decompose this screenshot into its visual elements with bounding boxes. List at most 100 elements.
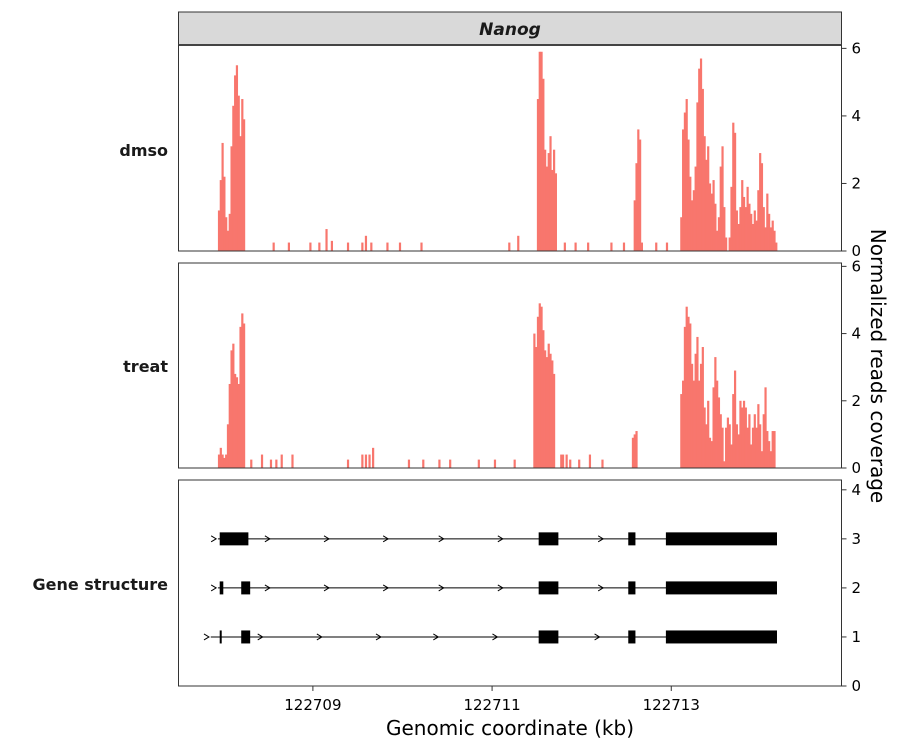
coverage-bar <box>364 235 368 251</box>
coverage-bar <box>717 397 721 468</box>
coverage-bar <box>753 210 756 251</box>
coverage-bar <box>708 437 712 468</box>
coverage-bar <box>710 193 713 251</box>
panel-dmso-y-tick-label: 2 <box>852 174 862 192</box>
coverage-bar <box>544 350 547 468</box>
coverage-bar <box>716 380 719 468</box>
coverage-bar <box>237 95 240 252</box>
coverage-bar <box>764 227 767 251</box>
panel-dmso-y-tick-label: 0 <box>852 242 862 260</box>
panel-treat-y-tick-label: 4 <box>852 325 862 343</box>
coverage-bar <box>703 407 706 468</box>
x-tick-label: 122713 <box>643 696 700 714</box>
coverage-bar <box>250 459 253 468</box>
strand-arrow <box>497 584 504 592</box>
coverage-bar <box>730 186 733 251</box>
coverage-bar <box>610 242 613 251</box>
coverage-bar <box>694 166 697 251</box>
coverage-bar <box>685 306 688 468</box>
coverage-bar <box>766 193 769 251</box>
coverage-bar <box>219 447 222 468</box>
coverage-bar <box>587 242 590 251</box>
coverage-bar <box>739 400 742 468</box>
coverage-bar <box>554 173 557 251</box>
panel-gene-structure-y-tick-label: 0 <box>852 677 862 695</box>
panel-treat-y-tick-label: 0 <box>852 459 862 477</box>
coverage-bar <box>232 343 235 468</box>
coverage-bar <box>561 454 565 468</box>
coverage-bar <box>545 357 549 468</box>
coverage-bar <box>689 323 692 468</box>
coverage-bar <box>746 427 749 468</box>
coverage-bar <box>694 353 697 468</box>
panel-dmso-y-tick-label: 4 <box>852 107 862 125</box>
exon-block <box>219 532 249 546</box>
coverage-bar <box>755 427 758 468</box>
panel-gene-structure-y-tick-label: 1 <box>852 628 862 646</box>
coverage-bar <box>712 387 715 468</box>
panel-dmso: 0 2 4 6 <box>178 39 862 260</box>
coverage-bar <box>275 459 278 468</box>
coverage-bar <box>633 200 636 251</box>
coverage-bar <box>655 242 658 251</box>
coverage-bar <box>741 407 744 468</box>
coverage-bar <box>690 200 694 251</box>
coverage-bar <box>553 149 556 251</box>
coverage-bar <box>682 380 685 468</box>
coverage-bar <box>692 380 695 468</box>
panel-treat: 0 2 4 6 <box>178 257 862 477</box>
coverage-bar <box>764 387 767 468</box>
coverage-bar <box>235 377 239 468</box>
coverage-bar <box>398 242 402 251</box>
strand-arrow <box>375 633 382 641</box>
strand-arrow <box>497 535 504 543</box>
coverage-bar <box>717 217 721 251</box>
coverage-bar <box>549 136 552 251</box>
coverage-bar <box>219 180 222 251</box>
facet-strip <box>178 11 842 46</box>
exon-block <box>628 581 636 595</box>
coverage-bar <box>438 459 441 468</box>
strand-arrow <box>597 535 605 543</box>
coverage-bar <box>547 153 550 251</box>
coverage-bar <box>309 242 312 251</box>
coverage-bar <box>753 414 756 468</box>
coverage-bar <box>635 431 638 468</box>
exon-block <box>241 581 251 595</box>
coverage-bar <box>760 163 764 251</box>
coverage-bar <box>705 424 708 468</box>
coverage-bar <box>225 454 228 468</box>
coverage-bar <box>372 447 375 468</box>
coverage-bar <box>553 373 556 468</box>
coverage-bar <box>234 75 237 252</box>
coverage-bar <box>710 441 713 468</box>
strand-arrow <box>210 584 218 592</box>
coverage-bar <box>513 459 516 468</box>
x-tick-label: 122711 <box>463 696 520 714</box>
strand-arrow <box>438 535 445 543</box>
panel-treat-y-tick-label: 2 <box>852 392 862 410</box>
strand-arrow <box>264 584 271 592</box>
coverage-bar <box>748 203 751 251</box>
coverage-bar <box>725 237 728 251</box>
coverage-bar <box>228 383 231 468</box>
strand-arrow <box>203 633 210 641</box>
exon-block <box>538 532 559 546</box>
x-tick-label: 122709 <box>284 696 341 714</box>
coverage-bar <box>768 441 771 468</box>
coverage-bar <box>665 242 669 251</box>
coverage-bar <box>542 330 545 468</box>
coverage-bar <box>230 350 233 468</box>
coverage-bar <box>239 136 242 251</box>
coverage-bar <box>225 217 228 251</box>
coverage-bar <box>330 240 334 251</box>
coverage-bar <box>407 459 411 468</box>
strand-arrow <box>257 633 264 641</box>
coverage-bar <box>280 454 283 468</box>
coverage-bar <box>578 459 581 468</box>
coverage-bar <box>272 242 275 251</box>
coverage-bar <box>563 242 566 251</box>
coverage-bar <box>737 434 740 468</box>
coverage-bar <box>769 227 773 251</box>
